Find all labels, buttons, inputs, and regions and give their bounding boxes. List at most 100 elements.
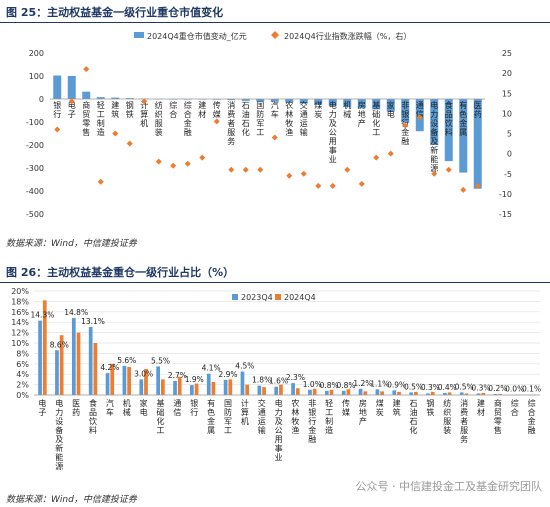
bar-2024q4 <box>59 335 64 395</box>
data-label: 0.3% <box>421 383 440 392</box>
category-label: 综合 <box>511 398 519 417</box>
y-right-tick-label: 15 <box>502 89 512 98</box>
bar-market-value-change <box>401 99 410 122</box>
category-label: 纺织服装 <box>443 398 451 435</box>
category-label-char: 通 <box>416 100 424 110</box>
category-label-char: 用 <box>329 137 337 146</box>
point-index-return <box>460 186 467 193</box>
category-label: 电子 <box>68 100 76 119</box>
category-label: 国防军工 <box>224 399 232 435</box>
point-index-return <box>373 154 380 161</box>
category-label-char: 基 <box>157 398 165 408</box>
chart1-source: 数据来源：Wind，中信建投证券 <box>6 239 137 249</box>
category-label-char: 零 <box>494 417 502 426</box>
category-label: 房地产 <box>359 398 367 426</box>
category-label: 消费者服务 <box>460 398 468 444</box>
category-label-char: 汽 <box>106 398 114 408</box>
category-label-char: 工 <box>224 426 232 435</box>
category-label-char: 品 <box>445 110 453 119</box>
category-label-char: 银 <box>401 109 409 119</box>
category-label-char: 售 <box>494 425 502 435</box>
category-label-char: 渔 <box>285 127 293 137</box>
category-label-char: 石 <box>242 119 250 128</box>
category-label-char: 材 <box>198 109 206 119</box>
category-label: 轻工制造 <box>97 100 105 137</box>
watermark: 公众号 · 中信建投金工及基金研究团队 <box>355 480 543 493</box>
y-right-tick-label: 0 <box>507 150 512 159</box>
category-label-char: 计 <box>241 398 249 408</box>
category-label-char: 药 <box>474 109 482 119</box>
category-label-char: 料 <box>445 127 453 137</box>
legend-label-2024q4: 2024Q4 <box>284 293 316 302</box>
category-label-char: 食 <box>89 398 97 408</box>
category-label: 交通运输 <box>258 398 266 435</box>
category-label-char: 林 <box>285 109 293 119</box>
category-label-char: 力 <box>430 109 438 119</box>
data-label: 0.8% <box>320 381 339 390</box>
category-label-char: 银 <box>308 407 316 417</box>
category-label-char: 国 <box>256 101 264 110</box>
data-label: 1.6% <box>269 377 288 386</box>
category-label-char: 通 <box>173 398 181 408</box>
bar-2024q4 <box>76 332 81 395</box>
point-index-return <box>213 118 220 125</box>
category-label-char: 运 <box>300 119 308 128</box>
bar-market-value-change <box>285 99 294 103</box>
category-label-char: 事 <box>275 443 283 453</box>
y-tick-label: 16% <box>11 308 29 317</box>
category-label-char: 汽 <box>271 100 279 110</box>
category-label-char: 基 <box>372 100 380 110</box>
category-label: 机械 <box>123 398 131 417</box>
category-label-char: 化 <box>372 118 380 128</box>
category-label: 交通运输 <box>300 100 308 137</box>
category-label-char: 家 <box>387 100 395 110</box>
bar-2024q4 <box>194 383 199 395</box>
category-label-char: 织 <box>155 109 163 119</box>
y-left-tick-label: -100 <box>26 118 44 127</box>
category-label-char: 商 <box>82 100 90 110</box>
category-label-char: 林 <box>291 407 299 417</box>
category-label-char: 炭 <box>376 408 384 417</box>
bar-2024q4 <box>447 392 452 395</box>
bar-2024q4 <box>329 389 334 395</box>
category-label-char: 行 <box>190 407 198 417</box>
category-label: 建筑 <box>393 398 401 417</box>
category-label-char: 金 <box>528 416 536 426</box>
legend-label-dots: 2024Q4行业指数涨跌幅（%，右） <box>284 31 411 41</box>
category-label-char: 医 <box>474 101 482 110</box>
category-label-char: 金 <box>207 416 215 426</box>
category-label-char: 交 <box>300 100 308 110</box>
category-label: 银行 <box>190 398 198 417</box>
category-label-char: 非 <box>401 100 409 110</box>
bar-2023q4 <box>409 392 413 395</box>
bar-2023q4 <box>308 389 312 395</box>
bar-market-value-change <box>386 99 395 112</box>
point-index-return <box>112 130 119 137</box>
bar-2024q4 <box>498 393 503 395</box>
category-label-char: 服 <box>227 128 235 137</box>
bar-market-value-change <box>444 99 453 162</box>
y-tick-label: 10% <box>11 339 29 348</box>
bar-2023q4 <box>459 392 464 395</box>
data-label: 4.2% <box>100 363 119 372</box>
category-label-char: 铁 <box>426 407 434 417</box>
bar-2023q4 <box>493 393 498 395</box>
data-label: 0.0% <box>505 385 524 394</box>
data-label: 0.5% <box>404 382 423 391</box>
category-label-char: 织 <box>443 407 451 417</box>
category-label-char: 属 <box>207 426 215 435</box>
point-index-return <box>431 170 438 177</box>
bar-market-value-change <box>473 99 482 189</box>
category-label-char: 算 <box>140 109 148 119</box>
category-label: 食品饮料 <box>89 398 97 435</box>
point-index-return <box>286 172 293 179</box>
category-label-char: 通 <box>300 109 308 119</box>
data-label: 14.3% <box>31 311 55 320</box>
category-label-char: 有 <box>459 100 467 110</box>
category-label-char: 及 <box>55 435 63 444</box>
category-label-char: 融 <box>308 434 316 444</box>
data-label: 4.5% <box>235 362 254 371</box>
point-index-return <box>126 140 133 147</box>
category-label-char: 新 <box>430 145 438 155</box>
category-label-char: 务 <box>460 434 468 444</box>
